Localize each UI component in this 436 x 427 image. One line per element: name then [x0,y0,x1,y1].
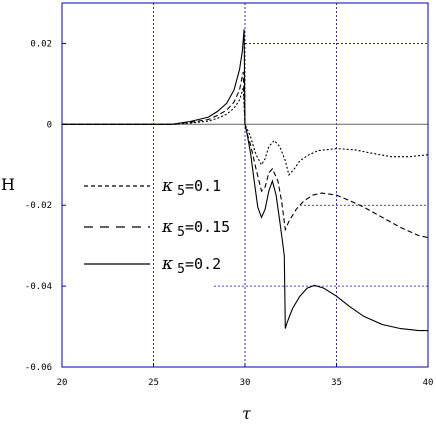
x-tick-label: 35 [331,378,342,388]
grid-lines [153,3,337,367]
x-tick-label: 30 [240,378,251,388]
y-tick-label: -0.04 [25,282,52,292]
x-tick-label: 20 [57,378,68,388]
legend-subscript: 5 [177,184,185,199]
x-tick-labels: 20 25 30 35 40 [57,378,434,388]
series-line-2 [62,71,429,239]
x-tick-label: 25 [148,378,159,388]
tick-marks [61,42,429,368]
legend-subscript: 5 [177,225,185,240]
legend-value: =0.2 [185,255,221,273]
series-line-3 [62,29,428,332]
y-tick-label: 0 [47,120,52,130]
legend: κ 5=0.1κ 5=0.15κ 5=0.2 [84,176,230,277]
series-line-1 [62,87,429,177]
legend-value: =0.1 [185,177,221,195]
legend-value: =0.15 [185,218,230,236]
y-tick-label: -0.06 [25,363,52,373]
legend-kappa: κ [161,176,173,196]
legend-kappa: κ [161,254,173,274]
x-axis-label: τ [242,404,252,423]
legend-subscript: 5 [177,262,185,277]
y-tick-labels: 0.02 0 -0.02 -0.04 -0.06 [25,39,52,373]
y-tick-label: -0.02 [25,201,52,211]
y-tick-label: 0.02 [30,39,52,49]
series-lines [62,29,429,332]
legend-kappa: κ [161,217,173,237]
x-tick-label: 40 [423,378,434,388]
legend-label: κ 5=0.1 [161,176,221,199]
legend-label: κ 5=0.2 [161,254,221,277]
y-axis-label: H [1,175,15,194]
legend-label: κ 5=0.15 [161,217,230,240]
